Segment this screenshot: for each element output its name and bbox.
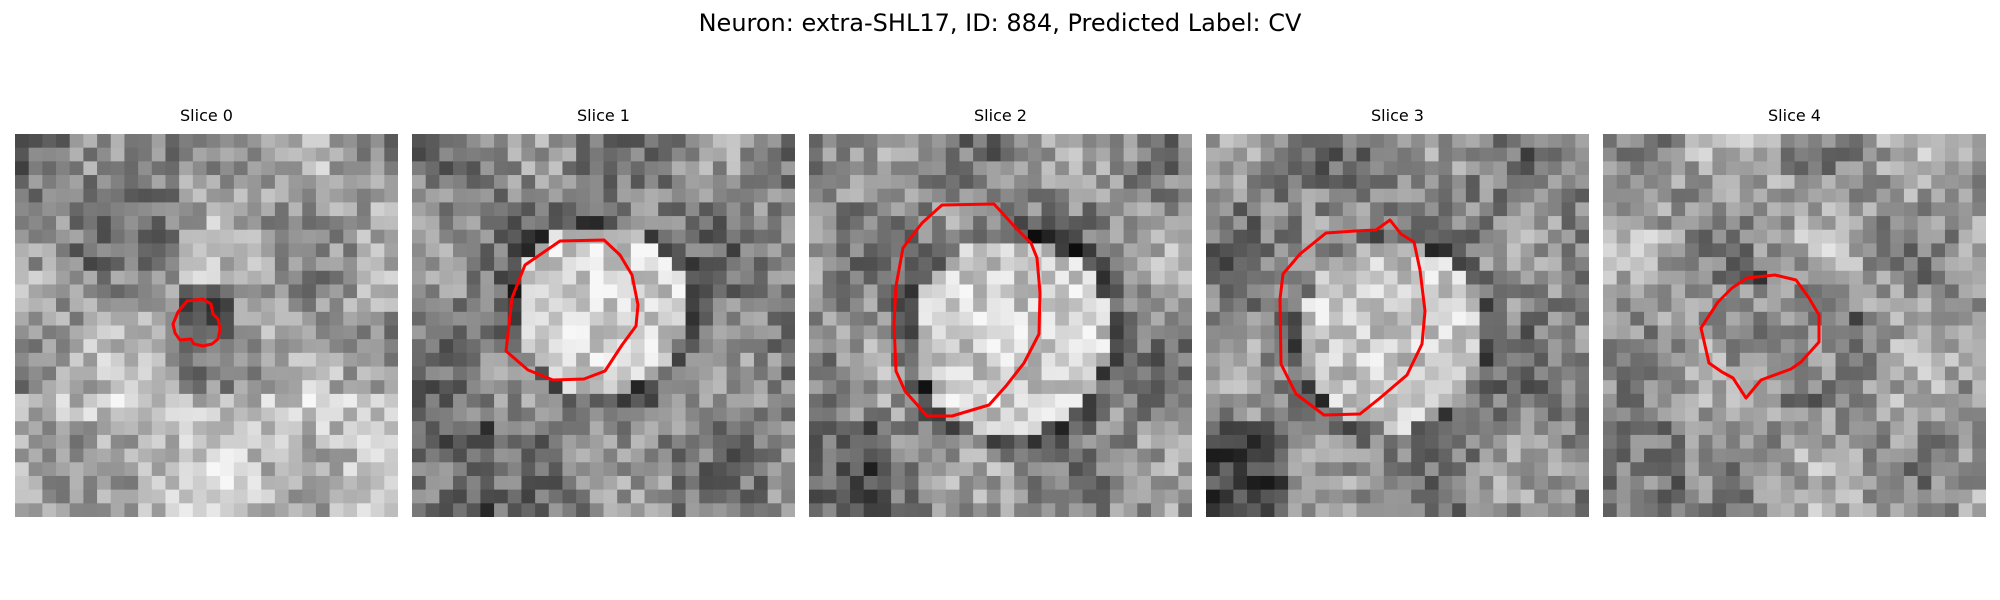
slice-image-0 [15, 134, 398, 517]
microscopy-pixels-1 [412, 134, 795, 517]
segmentation-contour-3 [1278, 218, 1427, 417]
slice-panel-1: Slice 1 [412, 104, 795, 517]
figure-title: Neuron: extra-SHL17, ID: 884, Predicted … [698, 9, 1302, 37]
slice-title-2: Slice 2 [974, 106, 1027, 125]
slice-panel-2: Slice 2 [809, 104, 1192, 517]
slice-image-4 [1603, 134, 1986, 517]
microscopy-pixels-2 [809, 134, 1192, 517]
slice-image-3 [1206, 134, 1589, 517]
slice-title-1: Slice 1 [577, 106, 630, 125]
microscopy-pixels-4 [1603, 134, 1986, 517]
segmentation-contour-2 [892, 202, 1042, 418]
slice-image-2 [809, 134, 1192, 517]
slice-title-4: Slice 4 [1768, 106, 1821, 125]
slice-panel-3: Slice 3 [1206, 104, 1589, 517]
segmentation-contour-4 [1699, 273, 1821, 400]
slice-title-0: Slice 0 [180, 106, 233, 125]
segmentation-contour-0 [171, 297, 222, 348]
slice-title-3: Slice 3 [1371, 106, 1424, 125]
segmentation-contour-1 [504, 238, 640, 382]
slice-image-1 [412, 134, 795, 517]
microscopy-pixels-0 [15, 134, 398, 517]
microscopy-pixels-3 [1206, 134, 1589, 517]
slice-panel-4: Slice 4 [1603, 104, 1986, 517]
slice-panel-0: Slice 0 [15, 104, 398, 517]
